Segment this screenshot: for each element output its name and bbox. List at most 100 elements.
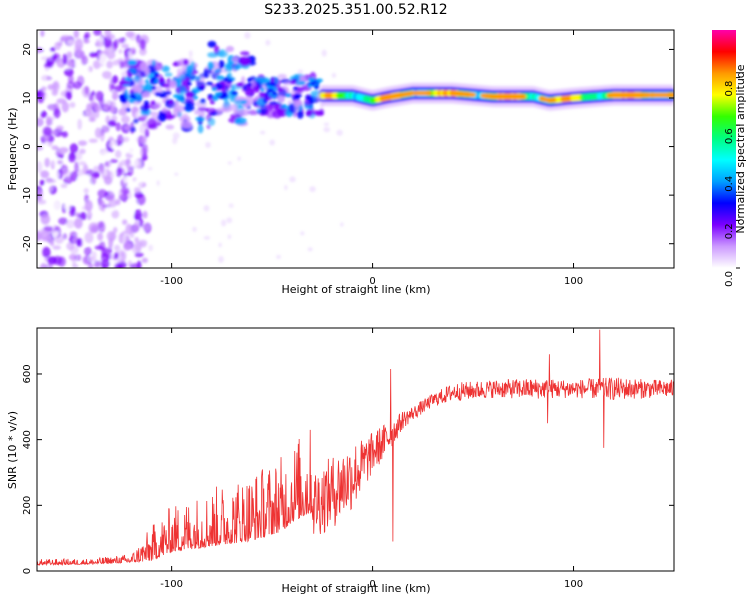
colorbar-gradient xyxy=(712,30,736,268)
spectrogram-cell xyxy=(309,99,314,104)
spectrogram-cell xyxy=(42,39,52,48)
spectrogram-cell xyxy=(56,98,67,104)
spectrogram-cell xyxy=(222,77,228,82)
spectrogram-cell xyxy=(104,104,110,110)
spectrogram-cell xyxy=(113,243,123,251)
spectrogram-cell xyxy=(300,231,305,236)
spectrogram-cell xyxy=(198,86,205,91)
spectrogram-cell xyxy=(83,174,90,180)
spectrogram-ytick-label: -10 xyxy=(22,187,33,203)
snr-ytick-label: 600 xyxy=(22,364,33,383)
colorbar: 0.0 0.2 0.4 0.6 0.8 Normalized spectral ampl… xyxy=(712,30,747,287)
spectrogram-cell xyxy=(306,96,314,101)
spectrogram-xlabel: Height of straight line (km) xyxy=(281,283,430,296)
spectrogram-cell xyxy=(185,101,196,107)
spectrogram-cell xyxy=(288,103,295,114)
spectrogram-cell xyxy=(203,205,210,212)
spectrogram-cell xyxy=(43,225,54,232)
spectrogram-cell xyxy=(176,97,185,102)
spectrogram-cell xyxy=(220,219,227,227)
spectrogram-ytick-label: 10 xyxy=(22,92,33,105)
spectrogram-cell xyxy=(277,95,285,103)
spectrogram-cell xyxy=(138,217,144,228)
spectrogram-cell xyxy=(284,184,288,191)
spectrogram-cell xyxy=(41,236,51,242)
spectrogram-cell xyxy=(294,93,303,98)
spectrogram-cell xyxy=(37,260,41,268)
spectrogram-cell xyxy=(94,127,102,139)
spectrogram-cell xyxy=(289,80,297,85)
spectrogram-cell xyxy=(107,119,117,127)
spectrogram-cell xyxy=(112,90,119,101)
spectrogram-cell xyxy=(307,247,313,252)
spectrogram-cell xyxy=(131,92,143,102)
snr-ytick-label: 200 xyxy=(22,496,33,515)
spectrogram-cell xyxy=(246,77,252,82)
spectrogram-cell xyxy=(115,167,123,178)
spectrogram-cell xyxy=(112,75,119,84)
spectrogram-cell xyxy=(233,65,240,71)
spectrogram-cell xyxy=(272,91,277,96)
spectrogram-cell xyxy=(243,197,249,205)
spectrogram-cell xyxy=(227,234,232,240)
spectrogram-cell xyxy=(312,110,324,116)
spectrogram-cell xyxy=(91,251,97,261)
spectrogram-cell xyxy=(106,60,113,69)
spectrogram-cell xyxy=(99,53,108,66)
spectrogram-cell xyxy=(125,158,131,165)
spectrogram-cell xyxy=(226,217,233,224)
spectrogram-cell xyxy=(147,167,153,171)
spectrogram-cell xyxy=(51,156,61,169)
spectrogram-cell xyxy=(232,41,240,47)
spectrogram-cell xyxy=(277,87,284,92)
spectrogram-cell xyxy=(66,219,75,229)
spectrogram-cell xyxy=(195,116,206,121)
spectrogram-cell xyxy=(285,93,292,98)
spectrogram-cell xyxy=(142,91,151,98)
spectrogram-cell xyxy=(200,98,206,103)
spectrogram-cell xyxy=(176,68,183,75)
spectrogram-cell xyxy=(306,109,313,117)
spectrogram-cell xyxy=(259,130,266,135)
spectrogram-cell xyxy=(266,88,275,93)
spectrogram-cell xyxy=(40,110,48,118)
spectrogram-cell xyxy=(39,179,45,186)
spectrogram-cell xyxy=(142,210,148,219)
spectrogram-cell xyxy=(126,77,131,82)
spectrogram-cell xyxy=(164,90,172,95)
spectrogram-cell xyxy=(139,61,148,72)
spectrogram-cell xyxy=(121,115,130,124)
spectrogram-cell xyxy=(211,87,217,92)
spectrogram-cell xyxy=(115,199,121,206)
spectrogram-cell xyxy=(183,178,188,184)
spectrogram-cell xyxy=(47,256,57,265)
spectrogram-xtick-label: 0 xyxy=(369,276,375,287)
snr-frame xyxy=(36,327,675,572)
spectrogram-cell xyxy=(121,144,128,150)
spectrogram-cell xyxy=(162,107,167,113)
spectrogram-cell xyxy=(84,200,93,212)
spectrogram-cell xyxy=(139,38,146,50)
spectrogram-cell xyxy=(257,236,265,242)
spectrogram-cell xyxy=(37,141,41,147)
spectrogram-cell xyxy=(130,184,135,195)
spectrogram-cell xyxy=(134,191,144,199)
spectrogram-cell xyxy=(259,105,268,115)
snr-xtick-label: 100 xyxy=(564,579,583,590)
spectrogram-cell xyxy=(99,150,109,162)
colorbar-tick-label: 0.2 xyxy=(724,223,735,239)
spectrogram-cell xyxy=(128,158,139,168)
spectrogram-cell xyxy=(37,117,44,127)
spectrogram-cell xyxy=(237,156,241,161)
spectrogram-cell xyxy=(129,215,134,224)
spectrogram-cell xyxy=(89,175,97,185)
spectrogram-frame xyxy=(36,29,675,269)
colorbar-tick-label: 0.6 xyxy=(724,128,735,144)
spectrogram-cell xyxy=(293,99,302,107)
spectrogram-cell xyxy=(218,242,222,248)
spectrogram-cell xyxy=(205,107,218,114)
spectrogram-cell xyxy=(51,201,60,211)
spectrogram-cell xyxy=(94,105,102,112)
spectrogram-cell xyxy=(52,170,60,181)
